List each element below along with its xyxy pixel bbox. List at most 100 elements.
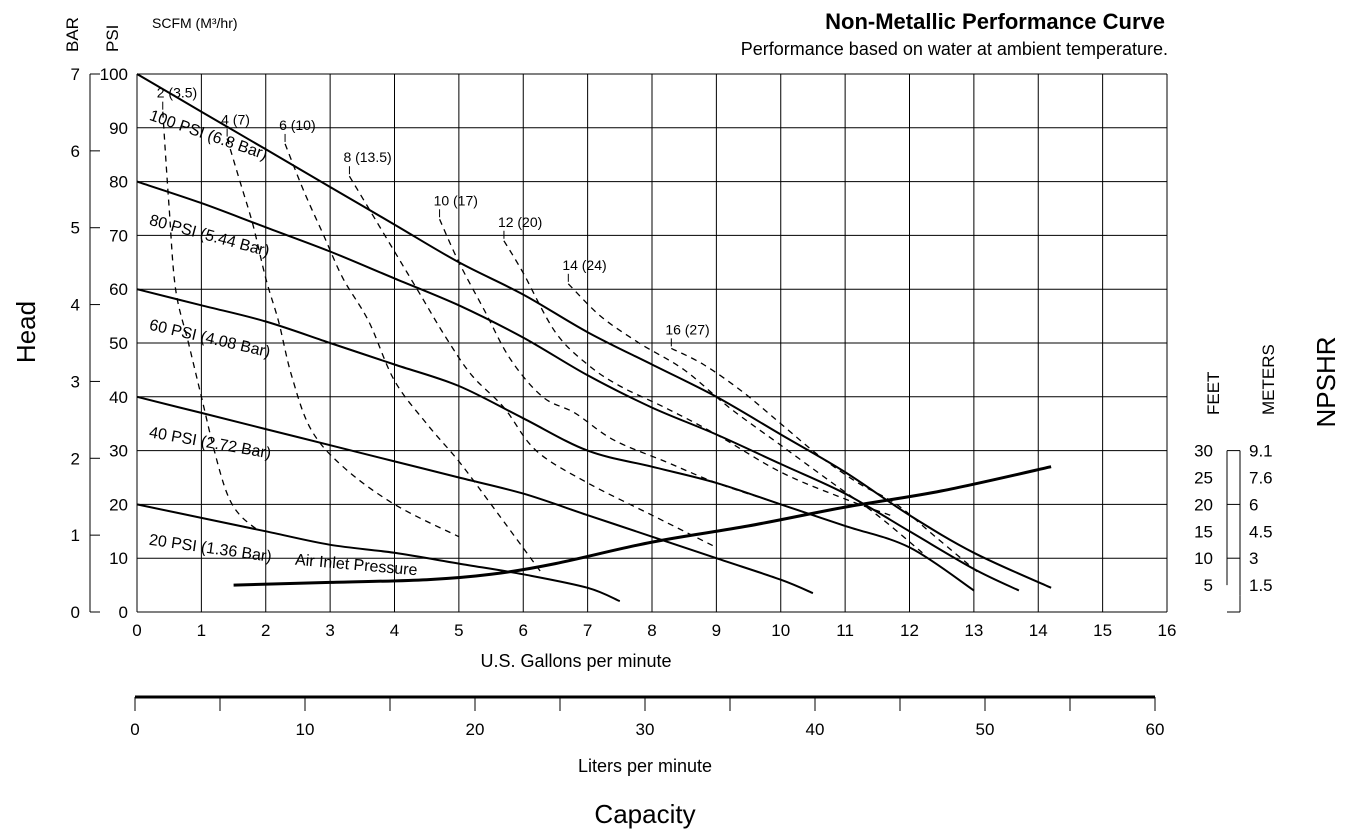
air-curve-label: 4 (7) (221, 112, 250, 128)
axes: 0 1 2 3 4 5 6 7 8 9 10 11 12 13 14 15 160102030405060708… (71, 65, 1273, 739)
air-curve-label: 10 (17) (434, 192, 478, 208)
pressure-curve-label: 60 PSI (4.08 Bar) (148, 317, 272, 361)
meters-tick-label: 1.5 (1249, 576, 1273, 595)
feet-label: FEET (1204, 372, 1223, 415)
bar-tick-label: 2 (71, 449, 80, 468)
psi-tick-label: 60 (109, 280, 128, 299)
bar-tick-label: 6 (71, 142, 80, 161)
x-tick-label: 11 (836, 621, 854, 640)
x-axis-label-gpm: U.S. Gallons per minute (480, 651, 671, 671)
psi-tick-label: 20 (109, 495, 128, 514)
bar-tick-label: 5 (71, 219, 80, 238)
psi-tick-label: 0 (119, 603, 128, 622)
pressure-curve-label: 80 PSI (5.44 Bar) (147, 212, 271, 260)
x-tick-label: 8 (647, 621, 656, 640)
x-tick-label: 2 (261, 621, 270, 640)
x-tick-label: 9 (712, 621, 721, 640)
x-tick-label: 12 (900, 621, 919, 640)
npshr-curve (233, 465, 1052, 587)
chart-subtitle: Performance based on water at ambient te… (741, 39, 1168, 59)
lpm-tick-label: 0 (130, 720, 139, 739)
pressure-curve (136, 180, 1020, 592)
air-consumption-curve (348, 175, 717, 548)
npshr-curve-group (233, 465, 1052, 587)
meters-tick-label: 6 (1249, 495, 1258, 514)
feet-tick-label: 20 (1194, 495, 1213, 514)
air-consumption-curve (567, 283, 923, 554)
meters-label: METERS (1259, 344, 1278, 415)
bar-tick-label: 3 (71, 372, 80, 391)
x-tick-label: 5 (454, 621, 463, 640)
air-consumption-curve (503, 240, 891, 516)
bar-tick-label: 1 (71, 526, 80, 545)
meters-tick-label: 7.6 (1249, 469, 1273, 488)
meters-tick-label: 3 (1249, 549, 1258, 568)
x-axis-label-lpm: Liters per minute (578, 756, 712, 776)
psi-tick-label: 100 (100, 65, 128, 84)
x-tick-label: 7 (583, 621, 592, 640)
npshr-label: NPSHR (1311, 336, 1341, 427)
meters-tick-label: 9.1 (1249, 442, 1273, 461)
pressure-curve (136, 395, 814, 595)
meters-tick-label: 4.5 (1249, 522, 1273, 541)
grid (136, 73, 1168, 613)
pressure-curve-label: 20 PSI (1.36 Bar) (148, 532, 273, 566)
pressure-curves: 100 PSI (6.8 Bar)80 PSI (5.44 Bar)60 PSI… (136, 73, 1052, 603)
bar-axis-label: BAR (63, 17, 82, 52)
psi-tick-label: 90 (109, 119, 128, 138)
x-tick-label: 14 (1029, 621, 1048, 640)
x-tick-label: 15 (1093, 621, 1112, 640)
air-curve-label: 6 (10) (279, 117, 316, 133)
air-curve-label: 12 (20) (498, 214, 542, 230)
feet-tick-label: 10 (1194, 549, 1213, 568)
head-axis-label: Head (11, 301, 41, 363)
psi-axis-label: PSI (103, 25, 122, 52)
feet-tick-label: 5 (1204, 576, 1213, 595)
pressure-curve (136, 288, 975, 592)
air-curve-label: 14 (24) (562, 257, 606, 273)
air-curve-label: 8 (13.5) (343, 149, 391, 165)
bar-tick-label: 0 (71, 603, 80, 622)
lpm-tick-label: 40 (806, 720, 825, 739)
lpm-tick-label: 20 (466, 720, 485, 739)
psi-tick-label: 70 (109, 226, 128, 245)
chart-title: Non-Metallic Performance Curve (825, 9, 1165, 34)
psi-tick-label: 50 (109, 334, 128, 353)
air-consumption-curve (162, 111, 260, 532)
bar-tick-label: 7 (71, 65, 80, 84)
feet-tick-label: 30 (1194, 442, 1213, 461)
x-tick-label: 1 (197, 621, 206, 640)
scfm-label: SCFM (M³/hr) (152, 15, 238, 31)
pressure-curve (136, 503, 621, 603)
air-curve-label: 16 (27) (665, 321, 709, 337)
lpm-tick-label: 50 (976, 720, 995, 739)
x-tick-label: 13 (964, 621, 983, 640)
lpm-tick-label: 30 (636, 720, 655, 739)
lpm-tick-label: 10 (296, 720, 315, 739)
psi-tick-label: 10 (109, 549, 128, 568)
feet-tick-label: 25 (1194, 469, 1213, 488)
psi-tick-label: 80 (109, 173, 128, 192)
psi-tick-label: 40 (109, 388, 128, 407)
x-tick-label: 6 (519, 621, 528, 640)
x-tick-label: 0 (132, 621, 141, 640)
feet-tick-label: 15 (1194, 522, 1213, 541)
x-tick-label: 16 (1158, 621, 1177, 640)
air-consumption-curve (671, 347, 981, 575)
pressure-curve-label: 40 PSI (2.72 Bar) (148, 424, 273, 462)
x-tick-label: 4 (390, 621, 399, 640)
air-curve-label: 2 (3.5) (157, 85, 197, 101)
pressure-curve (136, 73, 1052, 589)
x-tick-label: 3 (325, 621, 334, 640)
lpm-tick-label: 60 (1146, 720, 1165, 739)
bar-tick-label: 4 (71, 296, 80, 315)
air-inlet-pressure-label: Air Inlet Pressure (294, 552, 418, 580)
air-consumption-curve (439, 219, 846, 527)
labels: Non-Metallic Performance Curve Performan… (11, 9, 1341, 829)
x-tick-label: 10 (771, 621, 790, 640)
air-consumption-curve (284, 143, 544, 575)
capacity-label: Capacity (594, 799, 695, 829)
air-consumption-curve (226, 138, 460, 538)
